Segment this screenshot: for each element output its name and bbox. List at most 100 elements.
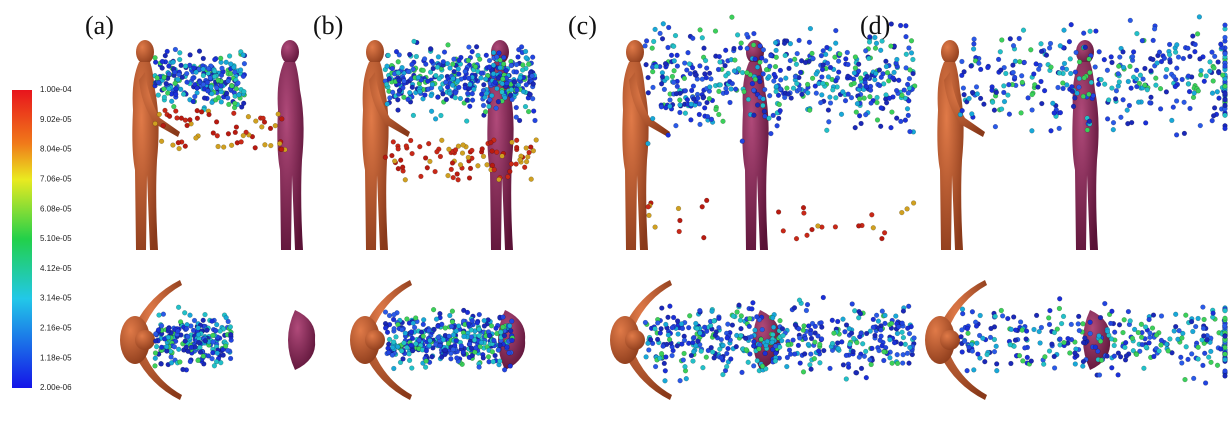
particle (386, 350, 391, 355)
particle (880, 309, 885, 314)
particle (802, 352, 807, 357)
particle (650, 69, 655, 74)
particle (228, 62, 233, 67)
particle (697, 112, 702, 117)
particle (1218, 347, 1223, 352)
particle (1121, 65, 1126, 70)
particle (644, 39, 649, 44)
particle (730, 81, 735, 86)
particle (505, 345, 510, 350)
particle (1168, 337, 1173, 342)
particle (166, 87, 171, 92)
particle (905, 82, 910, 87)
particle (825, 45, 830, 50)
particle (1173, 50, 1178, 55)
particle (1202, 317, 1207, 322)
particle (833, 225, 838, 230)
particle (495, 86, 500, 91)
particle (845, 50, 850, 55)
particle (450, 62, 455, 67)
particle (1019, 73, 1024, 78)
particle (1134, 352, 1139, 357)
particle (431, 66, 436, 71)
particle (1203, 381, 1208, 386)
particle (678, 110, 683, 115)
particle (1189, 352, 1194, 357)
particle (173, 109, 178, 114)
panel-label: (d) (860, 11, 890, 40)
particle (1011, 70, 1016, 75)
particle (153, 351, 158, 356)
particle (1044, 53, 1049, 58)
particle (1164, 90, 1169, 95)
particle (179, 63, 184, 68)
particle (1140, 342, 1145, 347)
particle (646, 141, 651, 146)
particle (812, 356, 817, 361)
particle (1082, 336, 1087, 341)
particle (1000, 314, 1005, 319)
particle (835, 319, 840, 324)
particle (805, 82, 810, 87)
particle (883, 313, 888, 318)
particle (1187, 89, 1192, 94)
particle (477, 312, 482, 317)
particle (1030, 92, 1035, 97)
particle (695, 326, 700, 331)
particle (514, 162, 519, 167)
particle (175, 116, 180, 121)
particle (733, 87, 738, 92)
particle (231, 111, 236, 116)
particle (216, 95, 221, 100)
particle (195, 86, 200, 91)
particle (801, 328, 806, 333)
particle (496, 99, 501, 104)
particle (883, 321, 888, 326)
particle (396, 147, 401, 152)
particle (201, 67, 206, 72)
particle (710, 309, 715, 314)
particle (184, 326, 189, 331)
particle (985, 65, 990, 70)
particle (855, 101, 860, 106)
particle (1198, 123, 1203, 128)
particle (441, 92, 446, 97)
particle (793, 74, 798, 79)
colorbar-label: 7.06e-05 (40, 175, 72, 184)
particle (469, 328, 474, 333)
particle (876, 319, 881, 324)
particle (1149, 69, 1154, 74)
particle (181, 92, 186, 97)
colorbar-labels: 1.00e-049.02e-058.04e-057.06e-056.08e-05… (40, 85, 72, 392)
particle (961, 86, 966, 91)
particle (406, 97, 411, 102)
particle (701, 235, 706, 240)
particle (786, 342, 791, 347)
particle (773, 359, 778, 364)
particle (692, 335, 697, 340)
particle (223, 344, 228, 349)
particle (433, 117, 438, 122)
particle (421, 334, 426, 339)
particle (665, 76, 670, 81)
particle (438, 154, 443, 159)
head (941, 40, 959, 64)
particle (1142, 366, 1147, 371)
head (625, 330, 645, 350)
particle (198, 350, 203, 355)
particle (1002, 99, 1007, 104)
particle (470, 98, 475, 103)
particle (487, 104, 492, 109)
particle (1212, 54, 1217, 59)
particle (798, 70, 803, 75)
particle (156, 93, 161, 98)
particle (855, 340, 860, 345)
particle (776, 210, 781, 215)
particle (1173, 324, 1178, 329)
particle (1008, 36, 1013, 41)
particle (1189, 319, 1194, 324)
particle (1131, 75, 1136, 80)
particle (797, 298, 802, 303)
particle (159, 362, 164, 367)
particle (784, 364, 789, 369)
